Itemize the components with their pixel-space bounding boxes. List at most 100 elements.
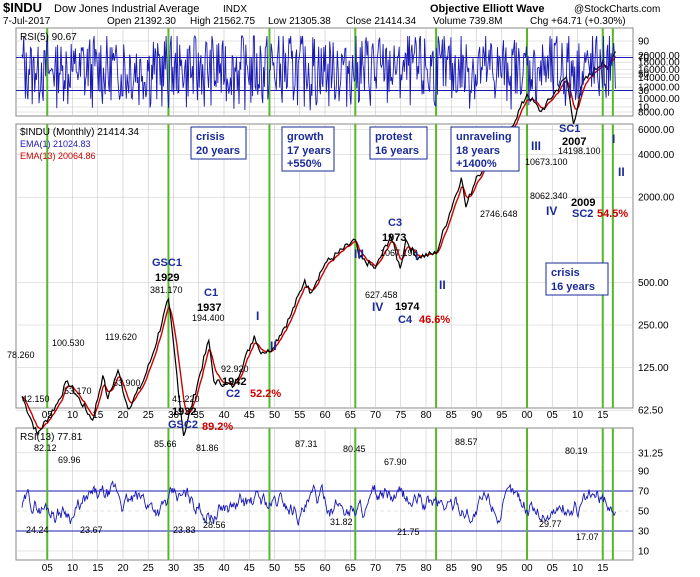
x-tick-label: 25 xyxy=(143,563,155,574)
pl-2746: 2746.648 xyxy=(480,209,518,219)
pl-63: 63.900 xyxy=(113,378,141,388)
wave-1932: 1932 xyxy=(172,406,196,418)
x-tick-label: 15 xyxy=(597,410,609,421)
pl-627: 627.458 xyxy=(365,290,398,300)
rsi13-j: 31.82 xyxy=(330,517,353,527)
price-tick: 6000.00 xyxy=(638,125,675,136)
box2-l2: 17 years xyxy=(287,145,331,157)
price-tick: 500.00 xyxy=(638,278,669,289)
low: Low 21305.38 xyxy=(268,16,331,27)
x-tick-label: 05 xyxy=(547,563,559,574)
chart-header: $INDU Dow Jones Industrial Average INDX … xyxy=(3,0,660,27)
wave-i2: I xyxy=(415,249,418,263)
x-tick-label: 00 xyxy=(521,563,533,574)
rsi13-tick: 50 xyxy=(638,507,650,518)
box3-l1: protest xyxy=(375,131,413,143)
x-tick-label: 30 xyxy=(168,563,180,574)
wave-pct3: 46.6% xyxy=(419,314,450,326)
box1-l1: crisis xyxy=(196,131,225,143)
open: Open 21392.30 xyxy=(107,16,176,27)
rsi13-b: 69.96 xyxy=(58,455,81,465)
x-tick-label: 05 xyxy=(42,563,54,574)
wave-sc2: SC2 xyxy=(572,208,593,220)
wave-iii1: III xyxy=(354,247,364,261)
axis-ticks: 05 05 10 10 15 15 20 20 25 25 30 30 35 35 40 40 45 45 50 50… xyxy=(42,37,680,575)
ema13-line xyxy=(21,55,617,430)
wave-c2: C2 xyxy=(226,388,240,400)
rsi13-h: 28.56 xyxy=(203,520,226,530)
price-label: $INDU (Monthly) 21414.34 xyxy=(20,127,139,138)
price-tick: 20000.00 xyxy=(638,51,680,62)
wave-labels: GSC1 1929 1932 GSC2 89.2% C1 1937 1942 C… xyxy=(152,123,628,433)
pl-78: 78.260 xyxy=(7,350,35,360)
pl-119: 119.620 xyxy=(105,332,137,342)
price-tick: 14000.00 xyxy=(638,73,680,84)
pl-42: 42.150 xyxy=(22,394,50,404)
x-tick-label: 20 xyxy=(117,563,129,574)
change: Chg +64.71 (+0.30%) xyxy=(530,16,626,27)
x-tick-label: 10 xyxy=(572,563,584,574)
box1-l2: 20 years xyxy=(196,145,240,157)
x-tick-label: 85 xyxy=(446,410,458,421)
series-layer xyxy=(21,34,617,526)
x-tick-label: 45 xyxy=(244,410,256,421)
x-tick-label: 40 xyxy=(218,410,230,421)
x-tick-label: 75 xyxy=(395,410,407,421)
index-name: Dow Jones Industrial Average xyxy=(54,3,199,15)
wave-1937: 1937 xyxy=(197,302,221,314)
x-tick-label: 50 xyxy=(269,410,281,421)
x-tick-label: 15 xyxy=(92,410,104,421)
price-line xyxy=(21,51,616,437)
pl-1067: 1067.198 xyxy=(380,248,418,258)
x-tick-label: 75 xyxy=(395,563,407,574)
wave-gsc1: GSC1 xyxy=(152,257,182,269)
rsi13-a: 82.12 xyxy=(34,443,57,453)
wave-iv1: IV xyxy=(372,300,383,314)
x-tick-label: 95 xyxy=(496,563,508,574)
x-tick-label: 05 xyxy=(42,410,54,421)
wave-1974: 1974 xyxy=(395,301,420,313)
wave-c3: C3 xyxy=(388,217,402,229)
box5-l1: crisis xyxy=(551,267,580,279)
x-tick-label: 85 xyxy=(446,563,458,574)
rsi13-l: 67.90 xyxy=(384,457,407,467)
rsi13-c: 24.24 xyxy=(26,525,49,535)
x-tick-label: 45 xyxy=(244,563,256,574)
x-tick-label: 80 xyxy=(420,410,432,421)
wave-1929: 1929 xyxy=(155,272,179,284)
wave-ii2: II xyxy=(439,278,446,292)
rsi13-label: RSI(13) 77.81 xyxy=(20,432,83,443)
rsi5-label: RSI(5) 90.67 xyxy=(20,32,77,43)
wave-iv2: IV xyxy=(546,204,557,218)
x-tick-label: 90 xyxy=(471,410,483,421)
price-tick: 125.00 xyxy=(638,363,669,374)
wave-2009: 2009 xyxy=(571,197,595,209)
date: 7-Jul-2017 xyxy=(3,16,51,27)
annotation-boxes: crisis 20 years growth 17 years +550% pr… xyxy=(190,126,609,296)
x-tick-label: 25 xyxy=(143,410,155,421)
pl-41: 41.220 xyxy=(172,394,200,404)
rsi13-i: 87.31 xyxy=(295,439,318,449)
box4-l1: unraveling xyxy=(456,131,512,143)
x-tick-label: 40 xyxy=(218,563,230,574)
price-tick: 4000.00 xyxy=(638,150,675,161)
pl-8062: 8062.340 xyxy=(530,191,568,201)
credit: @StockCharts.com xyxy=(574,4,660,15)
x-tick-label: 10 xyxy=(572,410,584,421)
close: Close 21414.34 xyxy=(346,16,416,27)
x-tick-label: 35 xyxy=(193,563,205,574)
price-tick: 12000.00 xyxy=(638,83,680,94)
pl-194: 194.400 xyxy=(192,313,225,323)
pl-100: 100.530 xyxy=(52,338,85,348)
wave-gsc2: GSC2 xyxy=(168,419,198,431)
wave-pct4: 54.5% xyxy=(597,208,628,220)
x-tick-label: 95 xyxy=(496,410,508,421)
x-tick-label: 55 xyxy=(294,410,306,421)
wave-i1: I xyxy=(256,309,259,323)
objective-label: Objective Elliott Wave xyxy=(430,3,545,15)
wave-iii2: III xyxy=(531,139,541,153)
wave-c4: C4 xyxy=(398,314,413,326)
rsi5-tick: 70 xyxy=(638,53,650,64)
high: High 21562.75 xyxy=(190,16,255,27)
